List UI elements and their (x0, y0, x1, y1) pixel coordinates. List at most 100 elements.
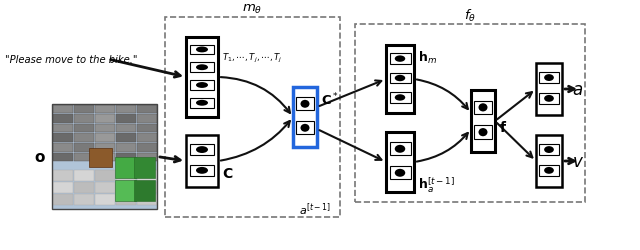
Bar (115, 115, 136, 123)
Bar (136, 194, 157, 205)
Ellipse shape (544, 96, 554, 102)
Bar (74, 134, 93, 142)
Bar (52, 104, 157, 209)
Bar (190, 81, 214, 90)
Bar (165, 18, 340, 217)
Bar (190, 144, 214, 156)
Bar (74, 182, 93, 193)
Bar (74, 194, 93, 205)
Text: $f_\theta$: $f_\theta$ (464, 8, 476, 24)
Bar (136, 134, 157, 142)
Ellipse shape (395, 95, 405, 101)
Bar (74, 144, 93, 152)
Bar (540, 93, 559, 105)
Ellipse shape (395, 76, 405, 82)
Bar (52, 104, 157, 209)
Bar (390, 93, 410, 104)
Text: "Please move to the bike.": "Please move to the bike." (5, 55, 138, 65)
Text: $a$: $a$ (572, 81, 583, 98)
Ellipse shape (544, 75, 554, 82)
Bar (386, 46, 414, 114)
Bar (115, 170, 136, 181)
Bar (536, 64, 562, 116)
Bar (52, 105, 72, 114)
Text: $a^{[t-1]}$: $a^{[t-1]}$ (299, 201, 331, 218)
Bar (52, 124, 72, 133)
Bar (355, 25, 585, 202)
Bar (390, 54, 410, 65)
Bar (115, 182, 136, 193)
Bar (52, 115, 72, 123)
Bar (115, 157, 136, 178)
Ellipse shape (196, 146, 208, 154)
Bar (136, 144, 157, 152)
Bar (115, 180, 136, 201)
Bar (386, 132, 414, 192)
Text: $\mathbf{f}$: $\mathbf{f}$ (499, 119, 507, 134)
Ellipse shape (395, 169, 405, 177)
Text: $\mathbf{C}^*$: $\mathbf{C}^*$ (321, 91, 339, 108)
Ellipse shape (196, 83, 208, 88)
Bar (540, 72, 559, 84)
Bar (390, 143, 410, 156)
Bar (115, 194, 136, 205)
Bar (136, 105, 157, 114)
Bar (95, 144, 115, 152)
Bar (95, 134, 115, 142)
Bar (52, 153, 72, 162)
Bar (540, 165, 559, 176)
Bar (95, 170, 115, 181)
Bar (74, 153, 93, 162)
Ellipse shape (196, 47, 208, 53)
Bar (95, 153, 115, 162)
Bar (136, 124, 157, 133)
Text: $v$: $v$ (572, 152, 584, 170)
Bar (115, 134, 136, 142)
Bar (115, 153, 136, 162)
Bar (52, 194, 72, 205)
Bar (134, 180, 155, 201)
Text: $T_1,\cdots,T_j,\cdots,T_j$: $T_1,\cdots,T_j,\cdots,T_j$ (222, 51, 282, 64)
Bar (536, 136, 562, 187)
Bar (136, 170, 157, 181)
Bar (95, 115, 115, 123)
Bar (136, 182, 157, 193)
Ellipse shape (479, 128, 488, 137)
Bar (190, 45, 214, 55)
Bar (296, 98, 314, 111)
Ellipse shape (196, 65, 208, 71)
Bar (136, 115, 157, 123)
Bar (115, 124, 136, 133)
Bar (540, 144, 559, 156)
Text: $m_\theta$: $m_\theta$ (243, 2, 262, 16)
Text: $\mathbf{C}$: $\mathbf{C}$ (222, 166, 234, 180)
Bar (190, 165, 214, 176)
Text: $\mathbf{h}_m$: $\mathbf{h}_m$ (418, 50, 437, 66)
Bar (471, 91, 495, 152)
Ellipse shape (301, 100, 310, 108)
Bar (115, 144, 136, 152)
Ellipse shape (479, 104, 488, 112)
Bar (296, 122, 314, 135)
Bar (95, 194, 115, 205)
Text: $\mathbf{o}$: $\mathbf{o}$ (34, 149, 46, 164)
Bar (474, 101, 492, 115)
Bar (89, 148, 112, 167)
Bar (190, 98, 214, 108)
Bar (74, 105, 93, 114)
Bar (52, 134, 72, 142)
Bar (390, 74, 410, 84)
Bar (136, 153, 157, 162)
Ellipse shape (301, 124, 310, 132)
Bar (390, 166, 410, 180)
Bar (186, 38, 218, 117)
Ellipse shape (395, 145, 405, 153)
Bar (74, 170, 93, 181)
Bar (95, 182, 115, 193)
Bar (95, 105, 115, 114)
Bar (293, 88, 317, 148)
Bar (52, 144, 72, 152)
Bar (134, 157, 155, 178)
Text: $\mathbf{h}_a^{[t-1]}$: $\mathbf{h}_a^{[t-1]}$ (418, 174, 455, 194)
Bar (474, 126, 492, 140)
